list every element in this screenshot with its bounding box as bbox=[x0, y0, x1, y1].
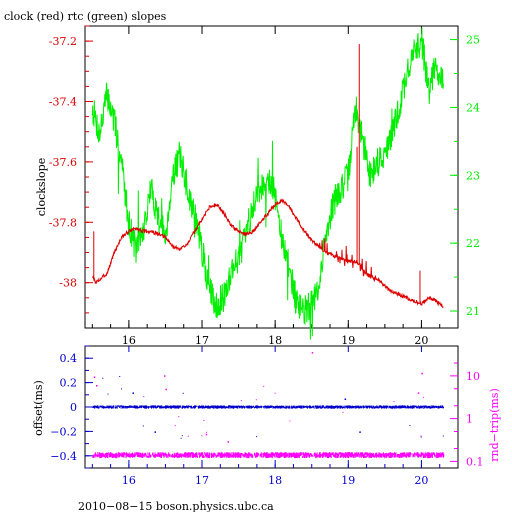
offset-axis-label: offset(ms) bbox=[32, 380, 45, 436]
round-trip-axis-tick-label: 10 bbox=[466, 370, 480, 383]
scatter-noise-point bbox=[119, 376, 121, 377]
offset-points bbox=[92, 405, 444, 409]
right-axis-tick-label: 25 bbox=[466, 34, 480, 47]
bottom-x-tick-label: 20 bbox=[414, 474, 428, 487]
top-x-tick-label: 16 bbox=[122, 334, 136, 347]
scatter-noise-point bbox=[289, 420, 291, 422]
scatter-noise-point bbox=[181, 435, 183, 437]
offset-axis-tick-label: 0 bbox=[70, 401, 77, 414]
outlier-point bbox=[93, 376, 96, 378]
top-x-tick-label: 20 bbox=[414, 334, 428, 347]
left-axis-label: clockslope bbox=[35, 158, 48, 216]
left-axis-tick-label: -37.6 bbox=[49, 156, 77, 169]
scatter-noise-point bbox=[178, 416, 180, 418]
round-trip-axis-label: rnd−trip(ms) bbox=[488, 388, 501, 462]
left-axis-tick-label: -37.8 bbox=[49, 216, 77, 229]
scatter-noise-point bbox=[393, 401, 395, 402]
bottom-x-tick-label: 17 bbox=[195, 474, 209, 487]
rtc-slope-line bbox=[91, 27, 444, 340]
left-axis-tick-label: -37.4 bbox=[49, 96, 77, 109]
right-axis-tick-label: 24 bbox=[466, 101, 480, 114]
scatter-noise-point bbox=[182, 392, 184, 394]
bottom-chart: 0.4 0.2 0 −0.2 −0.4 10 1 0.1 16 17 18 19 20 offset… bbox=[32, 345, 501, 487]
outlier-point bbox=[227, 441, 230, 443]
left-axis-tick-label: -37.2 bbox=[49, 35, 77, 48]
slope-series bbox=[91, 27, 444, 340]
offset-axis-tick-label: 0.4 bbox=[60, 352, 78, 365]
top-x-axis: 16 17 18 19 20 bbox=[91, 26, 441, 347]
outlier-point bbox=[164, 375, 166, 377]
scatter-noise-point bbox=[107, 393, 109, 395]
scatter-noise-point bbox=[174, 425, 176, 427]
offset-axis: 0.4 0.2 0 −0.2 −0.4 bbox=[50, 345, 93, 469]
offset-axis-tick-label: 0.2 bbox=[60, 377, 78, 390]
outlier-point bbox=[132, 392, 134, 394]
outlier-point bbox=[421, 372, 423, 375]
scatter-noise-point bbox=[102, 377, 104, 379]
top-x-tick-label: 19 bbox=[341, 334, 355, 347]
scatter-noise-point bbox=[180, 437, 182, 439]
outlier-point bbox=[205, 433, 208, 436]
outlier-point bbox=[359, 431, 361, 433]
right-axis-tick-label: 21 bbox=[466, 305, 480, 318]
scatter-noise-point bbox=[409, 425, 411, 426]
top-x-tick-label: 17 bbox=[195, 334, 209, 347]
offset-axis-tick-label: −0.2 bbox=[50, 425, 77, 438]
outlier-point bbox=[96, 385, 98, 387]
clock-slope-line bbox=[91, 198, 444, 308]
bottom-x-axis: 16 17 18 19 20 bbox=[91, 346, 441, 487]
outlier-point bbox=[165, 388, 167, 391]
top-chart-title: clock (red) rtc (green) slopes bbox=[4, 10, 167, 23]
scatter-noise-point bbox=[255, 399, 257, 401]
scatter-noise-point bbox=[263, 385, 265, 387]
scatter-noise-point bbox=[142, 425, 144, 427]
left-axis: -37.2 -37.4 -37.6 -37.8 -38 bbox=[49, 25, 93, 314]
bottom-x-tick-label: 18 bbox=[268, 474, 282, 487]
round-trip-axis-tick-label: 1 bbox=[466, 413, 473, 426]
outlier-point bbox=[344, 398, 347, 400]
scatter-noise-point bbox=[206, 431, 207, 433]
round-trip-axis-tick-label: 0.1 bbox=[466, 455, 484, 468]
scatter-noise-point bbox=[143, 396, 145, 398]
scatter-noise-point bbox=[274, 392, 276, 394]
offset-series bbox=[92, 352, 445, 459]
round-trip-points bbox=[92, 452, 445, 459]
bottom-x-tick-label: 16 bbox=[122, 474, 136, 487]
scatter-noise-point bbox=[201, 435, 203, 437]
footer-text: 2010−08−15 boson.physics.ubc.ca bbox=[78, 500, 274, 512]
outlier-point bbox=[311, 352, 314, 354]
offset-axis-tick-label: −0.4 bbox=[50, 450, 77, 463]
outlier-point bbox=[417, 392, 420, 394]
scatter-noise-point bbox=[203, 420, 205, 421]
right-axis-tick-label: 22 bbox=[466, 237, 480, 250]
scatter-noise-point bbox=[256, 436, 258, 438]
right-axis-tick-label: 23 bbox=[466, 169, 480, 182]
scatter-noise-point bbox=[187, 435, 189, 437]
scatter-noise-point bbox=[420, 436, 422, 438]
top-x-tick-label: 18 bbox=[268, 334, 282, 347]
scatter-noise-point bbox=[420, 435, 422, 437]
scatter-noise-point bbox=[342, 411, 344, 413]
bottom-x-tick-label: 19 bbox=[341, 474, 355, 487]
scatter-noise-point bbox=[423, 396, 425, 398]
scatter-noise-point bbox=[240, 400, 242, 402]
outlier-point bbox=[154, 431, 156, 433]
round-trip-axis: 10 1 0.1 bbox=[450, 362, 484, 468]
scatter-noise-point bbox=[442, 435, 444, 437]
scatter-noise-point bbox=[121, 388, 122, 390]
right-axis: 25 24 23 22 21 bbox=[450, 34, 480, 318]
left-axis-tick-label: -38 bbox=[59, 277, 77, 290]
top-chart: clock (red) rtc (green) slopes -37.2-37.… bbox=[4, 10, 480, 347]
